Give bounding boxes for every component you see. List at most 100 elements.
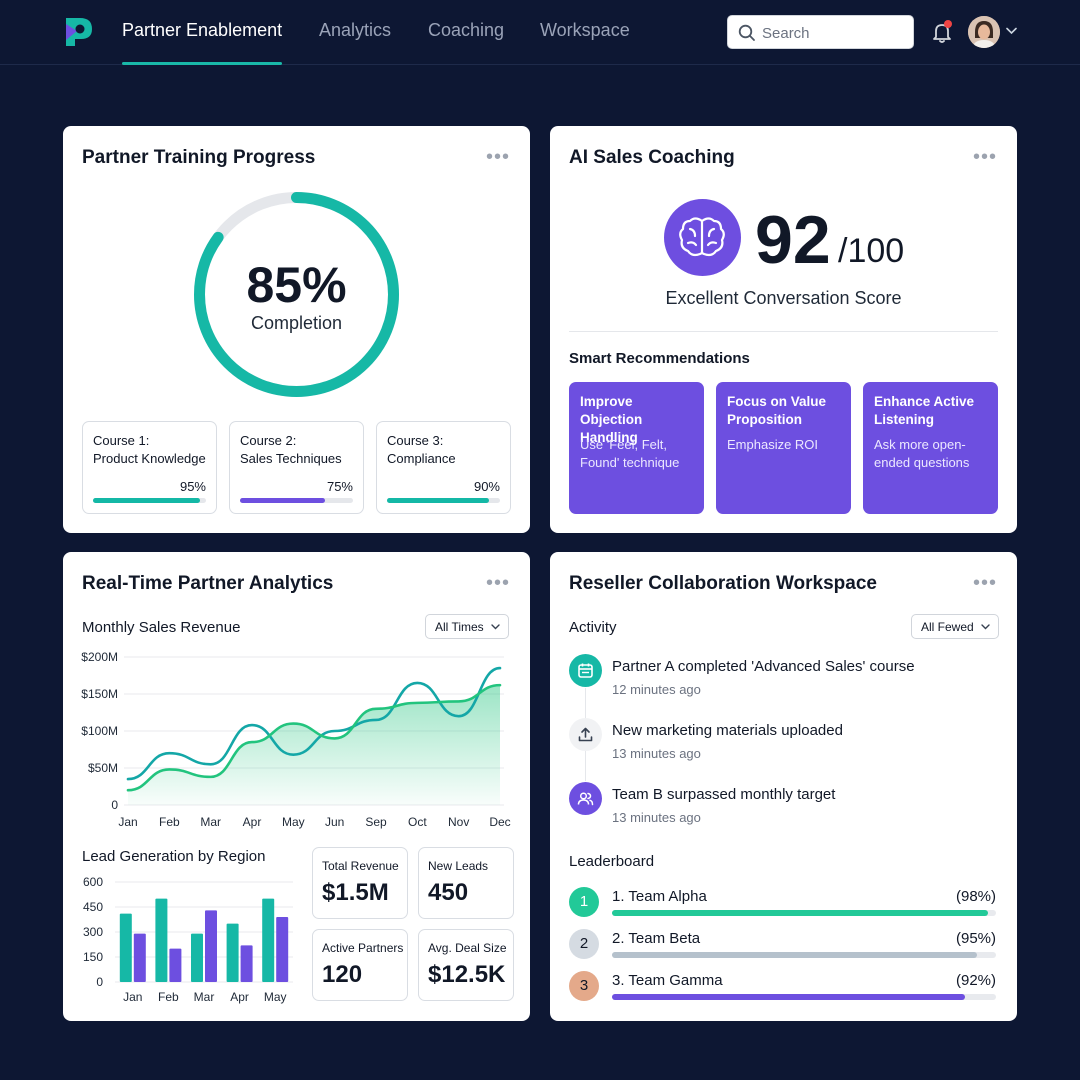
stat-card-total-revenue[interactable]: Total Revenue $1.5M <box>312 847 408 919</box>
course-progress-fill <box>240 498 325 503</box>
stat-value: 450 <box>428 879 469 906</box>
tab-analytics[interactable]: Analytics <box>319 20 392 40</box>
stat-value: $1.5M <box>322 879 389 906</box>
course-progress-fill <box>387 498 489 503</box>
collaboration-workspace-card: Reseller Collaboration Workspace ••• Act… <box>550 552 1017 1021</box>
avatar[interactable] <box>968 16 1000 48</box>
x-tick-label: Mar <box>200 815 221 829</box>
x-tick-label: Mar <box>194 990 215 1004</box>
x-tick-label: Nov <box>448 815 469 829</box>
course-percent: 75% <box>326 479 353 494</box>
stat-label: Avg. Deal Size <box>428 941 507 955</box>
rank-badge: 3 <box>569 971 599 1001</box>
partner-analytics-card: Real-Time Partner Analytics ••• Monthly … <box>63 552 530 1021</box>
more-options-icon[interactable]: ••• <box>972 146 997 168</box>
dropdown-value: All Times <box>435 620 484 634</box>
bar <box>240 945 253 982</box>
score-value: 92 <box>755 202 831 278</box>
course-percent: 95% <box>179 479 206 494</box>
x-tick-label: Jun <box>325 815 344 829</box>
leaderboard-fill <box>612 994 966 1000</box>
y-tick-label: 300 <box>83 925 103 939</box>
bell-icon[interactable] <box>930 20 954 44</box>
leaderboard-track <box>612 910 996 916</box>
bar <box>169 948 182 982</box>
activity-text: Team B surpassed monthly target <box>612 786 836 803</box>
more-options-icon[interactable]: ••• <box>972 572 997 594</box>
y-tick-label: 0 <box>96 975 103 989</box>
bar <box>155 898 168 982</box>
brand-logo-icon[interactable] <box>60 14 96 50</box>
tab-partner-enablement[interactable]: Partner Enablement <box>122 20 283 65</box>
x-tick-label: Apr <box>243 815 262 829</box>
activity-text: Partner A completed 'Advanced Sales' cou… <box>612 658 915 675</box>
card-title: Real-Time Partner Analytics <box>82 573 334 594</box>
search-box[interactable] <box>727 15 914 49</box>
card-title: Reseller Collaboration Workspace <box>569 573 877 594</box>
course-card[interactable]: Course 1: Product Knowledge 95% <box>82 421 217 514</box>
course-progress-track <box>93 498 206 503</box>
course-name: Course 1: Product Knowledge <box>93 433 206 466</box>
timeline-connector <box>585 688 586 718</box>
activity-text: New marketing materials uploaded <box>612 722 843 739</box>
stat-label: Total Revenue <box>322 859 399 873</box>
dropdown-value: All Fewed <box>921 620 974 634</box>
time-filter-dropdown[interactable]: All Times <box>425 614 509 639</box>
course-progress-track <box>240 498 353 503</box>
recommendation-desc: Emphasize ROI <box>727 437 819 452</box>
bar <box>226 923 239 982</box>
more-options-icon[interactable]: ••• <box>485 572 510 594</box>
stat-label: New Leads <box>428 859 489 873</box>
series-line <box>126 666 502 781</box>
leaderboard-fill <box>612 952 977 958</box>
activity-time: 13 minutes ago <box>612 746 701 761</box>
course-progress-fill <box>93 498 201 503</box>
bar <box>191 933 203 982</box>
course-name: Course 3: Compliance <box>387 433 456 466</box>
recommendations-title: Smart Recommendations <box>569 350 750 367</box>
recommendation-card[interactable]: Focus on Value Proposition Emphasize ROI <box>716 382 851 514</box>
stat-card-avg-deal-size[interactable]: Avg. Deal Size $12.5K <box>418 929 514 1001</box>
chevron-down-icon[interactable] <box>1006 27 1017 35</box>
x-tick-label: Jan <box>123 990 142 1004</box>
y-tick-label: 600 <box>83 875 103 889</box>
completion-donut <box>194 192 399 397</box>
recommendation-desc: Use 'Feel, Felt, Found' technique <box>580 437 680 470</box>
course-progress-track <box>387 498 500 503</box>
y-tick-label: 450 <box>83 900 103 914</box>
tab-workspace[interactable]: Workspace <box>540 20 630 40</box>
completion-arc <box>194 192 399 397</box>
upload-icon <box>569 718 602 751</box>
x-tick-label: Jan <box>118 815 137 829</box>
user-photo <box>968 16 1000 48</box>
stat-card-active-partners[interactable]: Active Partners 120 <box>312 929 408 1001</box>
leaderboard-track <box>612 994 996 1000</box>
completion-label: Completion <box>250 313 343 333</box>
more-options-icon[interactable]: ••• <box>485 146 510 168</box>
search-icon <box>738 24 755 41</box>
training-progress-card: Partner Training Progress ••• 85% Comple… <box>63 126 530 533</box>
course-card[interactable]: Course 3: Compliance 90% <box>376 421 511 514</box>
notification-dot <box>944 20 952 28</box>
leaderboard-percent: (98%) <box>955 888 996 905</box>
y-tick-label: 150 <box>83 950 103 964</box>
x-tick-label: Oct <box>408 815 427 829</box>
series-line <box>126 683 502 792</box>
recommendation-card[interactable]: Enhance Active Listening Ask more open-e… <box>863 382 998 514</box>
users-icon <box>569 782 602 815</box>
course-card[interactable]: Course 2: Sales Techniques 75% <box>229 421 364 514</box>
leaderboard-team-name: 1. Team Alpha <box>612 888 707 905</box>
tab-coaching[interactable]: Coaching <box>428 20 505 40</box>
activity-time: 12 minutes ago <box>612 682 701 697</box>
recommendation-card[interactable]: Improve Objection Handling Use 'Feel, Fe… <box>569 382 704 514</box>
activity-title: Activity <box>569 619 617 636</box>
top-navigation-bar: Partner Enablement Analytics Coaching Wo… <box>0 0 1080 65</box>
search-input[interactable] <box>762 22 902 44</box>
card-title: Partner Training Progress <box>82 147 316 168</box>
bar <box>119 913 132 982</box>
ai-coaching-card: AI Sales Coaching ••• 92 /100 Excellent … <box>550 126 1017 533</box>
activity-filter-dropdown[interactable]: All Fewed <box>911 614 999 639</box>
card-title: AI Sales Coaching <box>569 147 735 168</box>
stat-card-new-leads[interactable]: New Leads 450 <box>418 847 514 919</box>
bar <box>276 917 289 982</box>
